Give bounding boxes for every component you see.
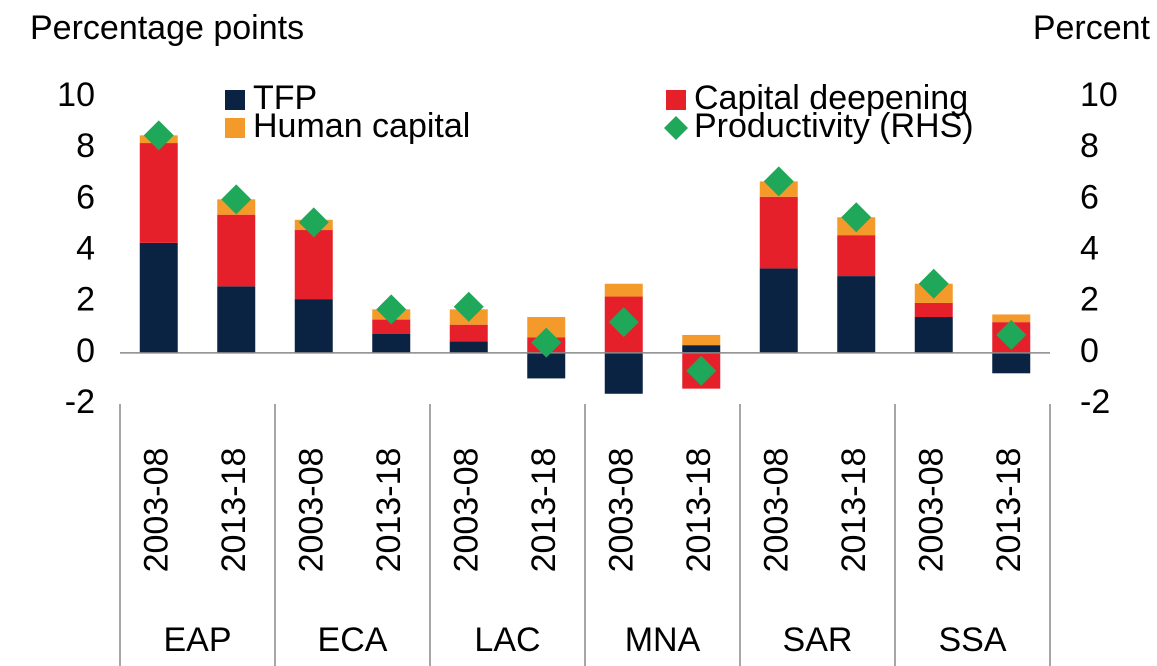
x-tick-label: 2013-18 [990,448,1028,573]
y-tick-label: -2 [65,383,95,421]
legend-label: Capital deepening [694,79,968,117]
group-label: ECA [318,621,388,659]
diamond-marker [298,207,329,238]
x-tick-label: 2003-08 [138,448,176,573]
legend-marker [664,116,688,140]
diamond-marker [686,355,717,386]
legend-swatch [225,90,245,110]
y2-tick-label: 0 [1080,332,1099,370]
diamond-marker [841,202,872,233]
group-label: EAP [163,621,231,659]
diamond-marker [918,268,949,299]
bar-segment [449,324,488,342]
x-tick-label: 2013-18 [215,448,253,573]
bar-segment [914,317,953,353]
bar-segment [449,341,488,353]
bar-segment [759,268,798,353]
bar-segment [294,230,333,300]
y-tick-label: 10 [57,76,95,114]
legend-label: Productivity (RHS) [694,107,974,145]
y-tick-label: 8 [76,127,95,165]
bar-segment [837,235,876,277]
bar-segment [992,352,1031,374]
group-label: SSA [938,621,1006,659]
x-tick-label: 2003-08 [293,448,331,573]
diamond-marker [376,294,407,325]
x-tick-label: 2013-18 [370,448,408,573]
bar-segment [759,196,798,269]
bar-segment [837,276,876,353]
y-tick-label: 0 [76,332,95,370]
y2-tick-label: 6 [1080,178,1099,216]
bar-segment [139,143,178,243]
bar-segment [682,334,721,346]
bar-segment [217,214,256,287]
y-tick-label: 4 [76,229,95,267]
x-tick-label: 2003-08 [913,448,951,573]
y2-tick-label: -2 [1080,383,1110,421]
x-tick-label: 2003-08 [603,448,641,573]
diamond-marker [763,166,794,197]
group-label: SAR [783,621,853,659]
bar-segment [682,345,721,353]
diamond-marker [996,319,1027,350]
x-tick-label: 2003-08 [758,448,796,573]
bar-segment [372,333,411,353]
y2-tick-label: 2 [1080,281,1099,319]
diamond-marker [221,184,252,215]
bar-segment [294,299,333,353]
x-tick-label: 2013-18 [835,448,873,573]
diamond-marker [531,327,562,358]
legend-swatch [225,118,245,138]
bar-segment [604,283,643,297]
legend-label: TFP [253,79,317,117]
x-tick-label: 2003-08 [448,448,486,573]
diamond-marker [453,291,484,322]
bar-segment [604,352,643,394]
y2-tick-label: 4 [1080,229,1099,267]
bar-segment [139,242,178,353]
x-tick-label: 2013-18 [680,448,718,573]
bar-segment [527,317,566,338]
y-tick-label: 2 [76,281,95,319]
group-label: LAC [474,621,540,659]
x-tick-label: 2013-18 [525,448,563,573]
legend-swatch [666,90,686,110]
group-label: MNA [625,621,701,659]
bar-segment [992,314,1031,323]
diamond-marker [608,307,639,338]
y2-tick-label: 8 [1080,127,1099,165]
y-tick-label: 6 [76,178,95,216]
bar-segment [914,302,953,318]
legend-label: Human capital [253,107,470,145]
y-axis-title: Percentage points [30,9,304,47]
y2-axis-title: Percent [1033,9,1151,47]
bar-segment [372,319,411,334]
y2-tick-label: 10 [1080,76,1118,114]
bar-segment [217,286,256,353]
diamond-marker [143,120,174,151]
